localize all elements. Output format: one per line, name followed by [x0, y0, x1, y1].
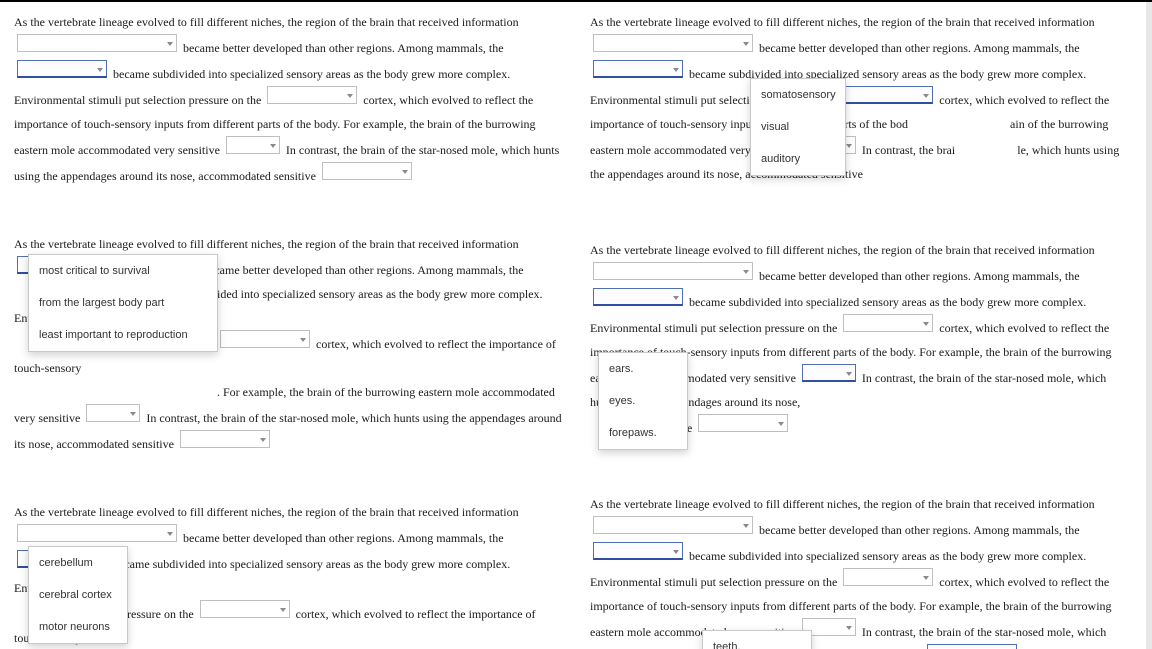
text: As the vertebrate lineage evolved to fil…	[14, 237, 519, 251]
text: became better developed than other regio…	[759, 41, 1080, 55]
text: stimuli put selection pressure on the	[664, 575, 837, 589]
text: became better developed than other regio…	[759, 523, 1080, 537]
text: As the vertebrate lineage evolved to fil…	[14, 15, 519, 29]
text: As the vertebrate lineage evolved to fil…	[590, 497, 1095, 511]
option-survival-2[interactable]: least important to reproduction	[29, 319, 217, 351]
blank-ears[interactable]	[86, 404, 140, 422]
option-cortex-2[interactable]: auditory	[751, 143, 845, 175]
dropdown-cortex[interactable]: somatosensory visual auditory	[750, 78, 846, 176]
option-cortex-0[interactable]: somatosensory	[751, 79, 845, 111]
text: became better developed than other regio…	[203, 263, 524, 277]
option-brainpart-0[interactable]: cerebellum	[29, 547, 127, 579]
text: became better developed than other regio…	[183, 531, 504, 545]
text: became better developed than other regio…	[759, 269, 1080, 283]
question-panel-r1: As the vertebrate lineage evolved to fil…	[590, 10, 1132, 186]
blank-brainpart[interactable]	[17, 60, 107, 78]
question-panel-l2: As the vertebrate lineage evolved to fil…	[14, 232, 562, 456]
blank-nasal[interactable]	[698, 414, 788, 432]
question-panel-l3: As the vertebrate lineage evolved to fil…	[14, 500, 562, 649]
blank-survival[interactable]	[593, 34, 753, 52]
blank-survival[interactable]	[593, 516, 753, 534]
blank-ears[interactable]	[802, 364, 856, 382]
blank-brainpart[interactable]	[593, 542, 683, 560]
blank-survival[interactable]	[17, 34, 177, 52]
blank-cortex[interactable]	[220, 330, 310, 348]
text: In contrast, the brai	[862, 143, 955, 157]
blank-cortex[interactable]	[843, 86, 933, 104]
option-ears-2[interactable]: forepaws.	[599, 417, 687, 449]
blank-survival[interactable]	[593, 262, 753, 280]
text: stimuli put selection pressure on the	[664, 321, 837, 335]
option-ears-1[interactable]: eyes.	[599, 385, 687, 417]
blank-cortex[interactable]	[200, 600, 290, 618]
dropdown-ears[interactable]: ears. eyes. forepaws.	[598, 352, 688, 450]
blank-nasal[interactable]	[322, 162, 412, 180]
question-panel-r3: As the vertebrate lineage evolved to fil…	[590, 492, 1132, 649]
text: As the vertebrate lineage evolved to fil…	[14, 505, 519, 519]
option-survival-1[interactable]: from the largest body part	[29, 287, 217, 319]
blank-nasal[interactable]	[927, 644, 1017, 649]
text: accommodated sensitive	[198, 169, 316, 183]
blank-brainpart[interactable]	[593, 60, 683, 78]
question-panel-r2: As the vertebrate lineage evolved to fil…	[590, 238, 1132, 440]
question-panel-l1: As the vertebrate lineage evolved to fil…	[14, 10, 562, 188]
dropdown-survival[interactable]: most critical to survival from the large…	[28, 254, 218, 352]
blank-brainpart[interactable]	[593, 288, 683, 306]
text: As the vertebrate lineage evolved to fil…	[590, 243, 1095, 257]
option-survival-0[interactable]: most critical to survival	[29, 255, 217, 287]
blank-nasal[interactable]	[180, 430, 270, 448]
text: ressure on the	[127, 607, 194, 621]
text: stimuli put selection pressure on the	[88, 93, 261, 107]
option-ears-0[interactable]: ears.	[599, 353, 687, 385]
dropdown-nasal[interactable]: teeth. hind limbs. nasal extensions.	[702, 630, 812, 649]
dropdown-brainpart[interactable]: cerebellum cerebral cortex motor neurons	[28, 546, 128, 644]
blank-ears[interactable]	[226, 136, 280, 154]
blank-cortex[interactable]	[843, 314, 933, 332]
option-brainpart-1[interactable]: cerebral cortex	[29, 579, 127, 611]
text: became better developed than other regio…	[183, 41, 504, 55]
blank-cortex[interactable]	[843, 568, 933, 586]
option-brainpart-2[interactable]: motor neurons	[29, 611, 127, 643]
option-cortex-1[interactable]: visual	[751, 111, 845, 143]
blank-survival[interactable]	[17, 524, 177, 542]
option-nasal-0[interactable]: teeth.	[703, 631, 811, 649]
text: As the vertebrate lineage evolved to fil…	[590, 15, 1095, 29]
blank-cortex[interactable]	[267, 86, 357, 104]
text: accommodated sensitive	[56, 437, 174, 451]
